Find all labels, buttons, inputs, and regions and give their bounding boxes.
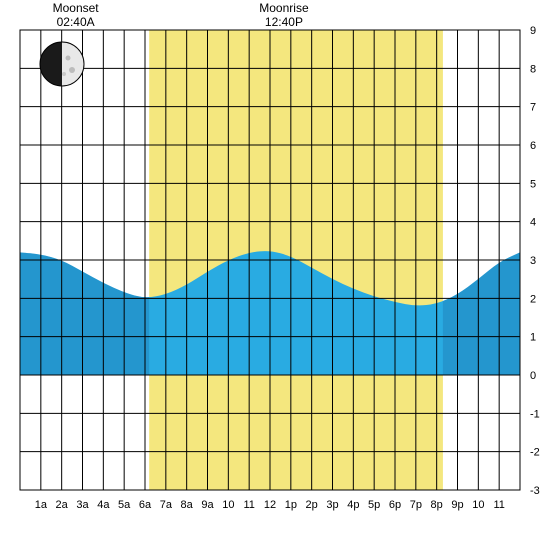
x-axis-label: 7a: [160, 499, 173, 511]
x-axis-label: 9p: [451, 499, 463, 511]
y-axis-label: -1: [530, 408, 540, 420]
moon-phase-icon: [38, 40, 86, 88]
x-axis-label: 2a: [56, 499, 69, 511]
y-axis-label: 0: [530, 370, 536, 382]
x-axis-label: 6p: [389, 499, 401, 511]
y-axis-label: 8: [530, 63, 536, 75]
y-axis-label: 1: [530, 332, 536, 344]
x-axis-label: 3a: [76, 499, 89, 511]
x-axis-label: 4a: [97, 499, 110, 511]
x-axis-label: 2p: [306, 499, 318, 511]
y-axis-label: 7: [530, 102, 536, 114]
x-axis-label: 11: [243, 499, 254, 511]
moonset-label: Moonset: [53, 1, 100, 15]
y-axis-label: 5: [530, 178, 536, 190]
y-axis-label: 2: [530, 293, 536, 305]
x-axis-label: 3p: [326, 499, 338, 511]
y-axis-label: 3: [530, 255, 536, 267]
moonrise-label: Moonrise: [259, 1, 309, 15]
x-axis-label: 8p: [431, 499, 443, 511]
x-axis-label: 7p: [410, 499, 422, 511]
x-axis-label: 10: [472, 499, 484, 511]
x-axis-label: 1p: [285, 499, 297, 511]
y-axis-label: 4: [530, 217, 536, 229]
x-axis-label: 5p: [368, 499, 380, 511]
x-axis-label: 12: [264, 499, 276, 511]
x-axis-label: 6a: [139, 499, 152, 511]
x-axis-label: 8a: [181, 499, 194, 511]
y-axis-label: -3: [530, 485, 540, 497]
x-axis-label: 4p: [347, 499, 359, 511]
x-axis-label: 1a: [35, 499, 48, 511]
moonrise-time: 12:40P: [265, 15, 303, 29]
x-axis-label: 11: [493, 499, 504, 511]
y-axis-label: 9: [530, 25, 536, 37]
y-axis-label: 6: [530, 140, 536, 152]
x-axis-label: 10: [222, 499, 234, 511]
y-axis-label: -2: [530, 447, 540, 459]
x-axis-label: 5a: [118, 499, 131, 511]
x-axis-label: 9a: [201, 499, 214, 511]
tide-chart: 1a2a3a4a5a6a7a8a9a1011121p2p3p4p5p6p7p8p…: [0, 0, 550, 550]
moonset-time: 02:40A: [57, 15, 95, 29]
